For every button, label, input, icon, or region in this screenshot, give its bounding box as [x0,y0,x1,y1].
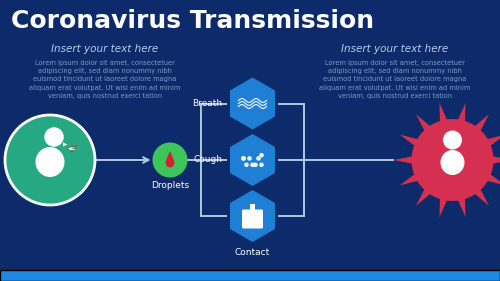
Circle shape [412,119,494,201]
Polygon shape [440,103,449,126]
Circle shape [247,153,252,157]
Text: Insert your text here: Insert your text here [342,44,448,53]
Polygon shape [416,185,434,206]
Text: Lorem ipsum dolor sit amet, consectetuer
adipiscing elit, sed diam nonummy nibh
: Lorem ipsum dolor sit amet, consectetuer… [30,60,180,99]
Circle shape [253,153,258,157]
Circle shape [76,145,78,146]
Polygon shape [456,103,466,126]
Circle shape [68,147,70,150]
Polygon shape [166,151,173,159]
Polygon shape [400,172,422,185]
Circle shape [244,159,249,164]
Circle shape [241,162,246,167]
Polygon shape [250,203,255,212]
Polygon shape [472,185,489,206]
Text: Insert your text here: Insert your text here [52,44,158,53]
Circle shape [72,145,74,148]
Circle shape [259,162,264,167]
Circle shape [71,151,73,152]
Ellipse shape [166,157,174,167]
Circle shape [5,115,95,205]
Circle shape [44,127,64,147]
Polygon shape [488,155,500,164]
Circle shape [259,159,264,164]
Text: Coronavirus Transmission: Coronavirus Transmission [11,8,374,33]
Circle shape [443,130,462,149]
Polygon shape [483,172,500,185]
Text: Breath: Breath [192,99,222,108]
Polygon shape [230,78,275,130]
Polygon shape [472,114,489,135]
Polygon shape [440,194,449,217]
Polygon shape [230,190,275,242]
FancyBboxPatch shape [242,210,263,228]
FancyBboxPatch shape [0,270,500,281]
Text: Droplets: Droplets [151,182,189,191]
Ellipse shape [440,150,464,175]
Text: Cough: Cough [194,155,222,164]
Polygon shape [456,194,466,217]
Text: Lorem ipsum dolor sit amet, consectetuer
adipiscing elit, sed diam nonummy nibh
: Lorem ipsum dolor sit amet, consectetuer… [320,60,470,99]
Circle shape [256,159,261,164]
Polygon shape [230,134,275,186]
Ellipse shape [36,147,64,177]
Text: Contact: Contact [235,248,270,257]
Polygon shape [394,155,416,164]
Circle shape [250,153,255,157]
Circle shape [74,148,76,151]
Circle shape [152,142,188,178]
Polygon shape [483,135,500,148]
Polygon shape [400,135,422,148]
Polygon shape [63,142,68,146]
Polygon shape [416,114,434,135]
Circle shape [241,162,246,167]
